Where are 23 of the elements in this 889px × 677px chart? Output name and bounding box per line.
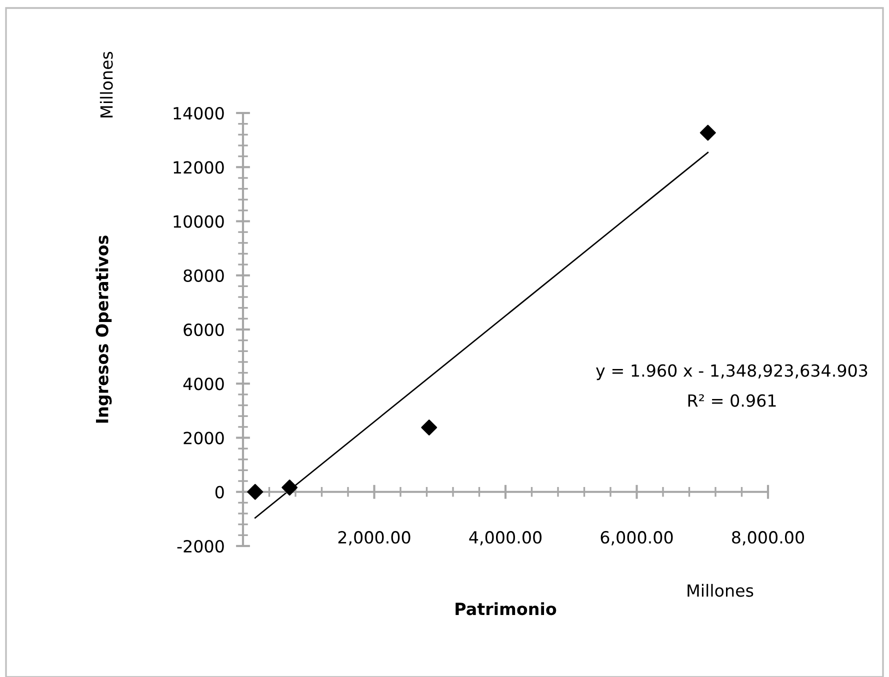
y-tick-label: 6000 <box>184 323 224 336</box>
annotation: R² = 0.961 <box>688 394 776 407</box>
y-tick-label: 8000 <box>184 269 224 282</box>
text: Millones <box>100 52 113 118</box>
y-axis-title: Ingresos Operativos <box>95 236 112 423</box>
text: Millones <box>688 584 754 597</box>
point <box>421 419 438 436</box>
y-tick-label: 12000 <box>174 161 224 174</box>
point <box>247 484 264 500</box>
y-tick-label: -2000 <box>177 540 224 553</box>
point <box>700 124 716 141</box>
x-tick-label: 6,000.00 <box>600 531 673 546</box>
y-tick-label: 14000 <box>174 106 224 120</box>
x-tick-label: 4,000.00 <box>469 531 542 546</box>
x-axis-title: Patrimonio <box>456 602 556 616</box>
y-tick-label: 2000 <box>184 432 224 444</box>
annotation: y = 1.960 x - 1,348,923,634.903 <box>596 364 868 380</box>
y-tick-label: 4000 <box>183 378 224 390</box>
x-tick-label: 8,000.00 <box>732 531 804 546</box>
point <box>282 480 298 496</box>
y-tick-label: 10000 <box>174 215 224 228</box>
y-tick-label: 0 <box>215 486 224 498</box>
x-tick-label: 2,000.00 <box>338 531 410 546</box>
